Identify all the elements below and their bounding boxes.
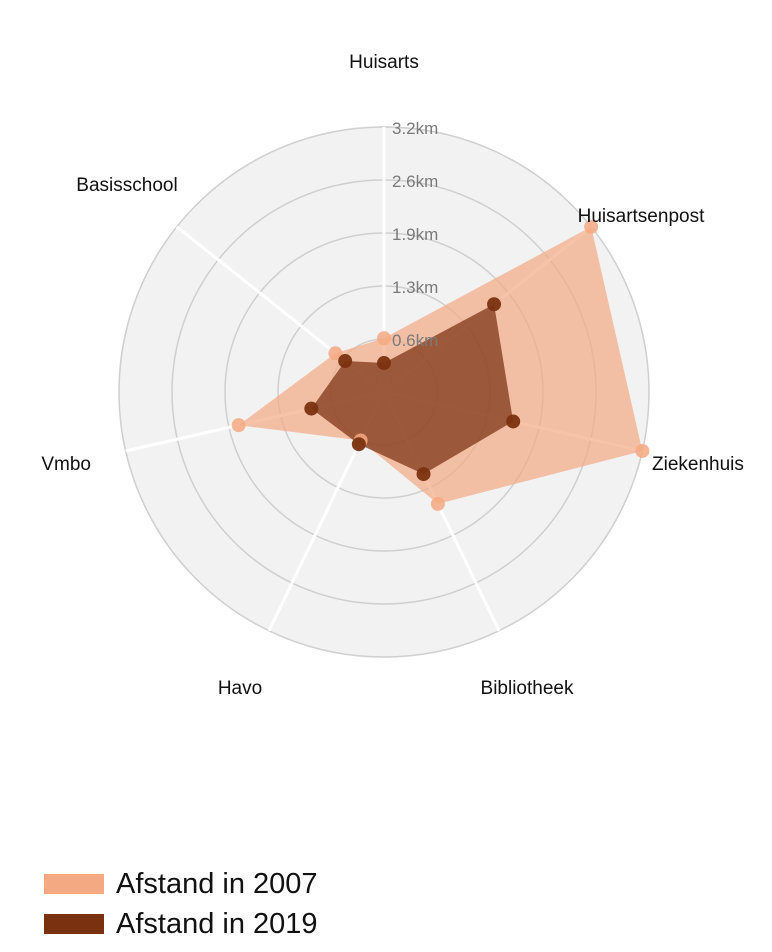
data-point-2019[interactable]	[506, 414, 521, 429]
radar-axis-labels: Huisarts Huisartsenpost Ziekenhuis Biblioth…	[41, 52, 744, 699]
tick-label: 2.6km	[392, 172, 438, 191]
radar-series	[231, 219, 650, 511]
data-point-2007[interactable]	[430, 496, 445, 511]
data-point-2019[interactable]	[338, 354, 353, 369]
legend: Afstand in 2007 Afstand in 2019	[44, 864, 318, 944]
data-point-2019[interactable]	[351, 437, 366, 452]
data-point-2019[interactable]	[487, 297, 502, 312]
axis-label-vmbo: Vmbo	[41, 454, 91, 475]
data-point-2019[interactable]	[377, 356, 391, 371]
axis-label-huisarts: Huisarts	[349, 52, 419, 73]
legend-item-2019[interactable]: Afstand in 2019	[44, 904, 318, 944]
radar-tick-labels: 0.6km 1.3km 1.9km 2.6km 3.2km	[392, 119, 438, 350]
legend-swatch-2007	[44, 874, 104, 894]
axis-label-ziekenhuis: Ziekenhuis	[652, 454, 744, 475]
data-point-2019[interactable]	[416, 467, 431, 482]
data-point-2007[interactable]	[328, 346, 343, 361]
axis-label-bibliotheek: Bibliotheek	[481, 678, 574, 699]
tick-label: 3.2km	[392, 119, 438, 138]
legend-item-2007[interactable]: Afstand in 2007	[44, 864, 318, 904]
data-point-2007[interactable]	[231, 418, 246, 433]
tick-label: 0.6km	[392, 331, 438, 350]
data-point-2007[interactable]	[635, 443, 650, 458]
data-point-2007[interactable]	[377, 331, 391, 346]
data-point-2007[interactable]	[584, 219, 599, 234]
data-point-2019[interactable]	[304, 401, 319, 416]
axis-label-havo: Havo	[218, 678, 262, 699]
tick-label: 1.3km	[392, 278, 438, 297]
legend-label-2007: Afstand in 2007	[116, 867, 318, 900]
legend-label-2019: Afstand in 2019	[116, 907, 318, 940]
axis-label-basisschool: Basisschool	[76, 175, 177, 196]
series-area-2019	[311, 304, 514, 475]
axis-label-huisartsenpost: Huisartsenpost	[578, 206, 705, 227]
legend-swatch-2019	[44, 914, 104, 934]
tick-label: 1.9km	[392, 225, 438, 244]
